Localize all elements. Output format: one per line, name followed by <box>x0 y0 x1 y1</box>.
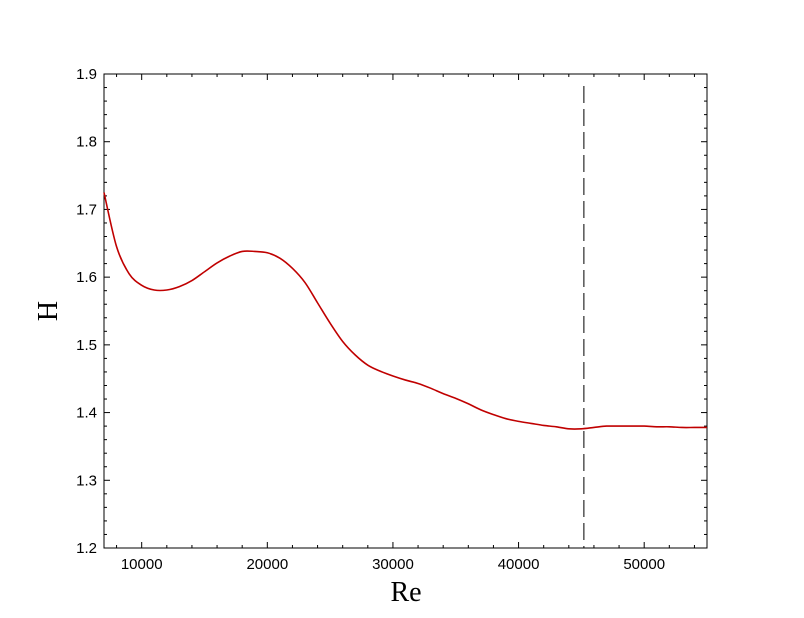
y-axis-ticks: 1.2 1.3 1.4 1.5 1.6 1.7 1.8 1.9 <box>76 66 707 557</box>
y-tick-label: 1.8 <box>76 134 97 151</box>
y-tick-label: 1.6 <box>76 269 97 286</box>
x-axis-title: Re <box>390 577 421 608</box>
x-tick-label: 10000 <box>121 556 163 573</box>
y-tick-label: 1.4 <box>76 405 97 422</box>
y-tick-label: 1.9 <box>76 66 97 83</box>
series-line <box>103 192 707 430</box>
y-tick-label: 1.7 <box>76 201 97 218</box>
x-tick-label: 30000 <box>372 556 414 573</box>
y-tick-label: 1.5 <box>76 337 97 354</box>
plot-frame <box>103 73 708 549</box>
x-tick-label: 20000 <box>246 556 288 573</box>
x-tick-label: 40000 <box>498 556 540 573</box>
y-axis-title: H <box>33 301 64 321</box>
y-tick-label: 1.2 <box>76 540 97 557</box>
y-tick-label: 1.3 <box>76 472 97 489</box>
x-axis-ticks: 10000 20000 30000 40000 50000 <box>116 74 695 573</box>
x-tick-label: 50000 <box>623 556 665 573</box>
